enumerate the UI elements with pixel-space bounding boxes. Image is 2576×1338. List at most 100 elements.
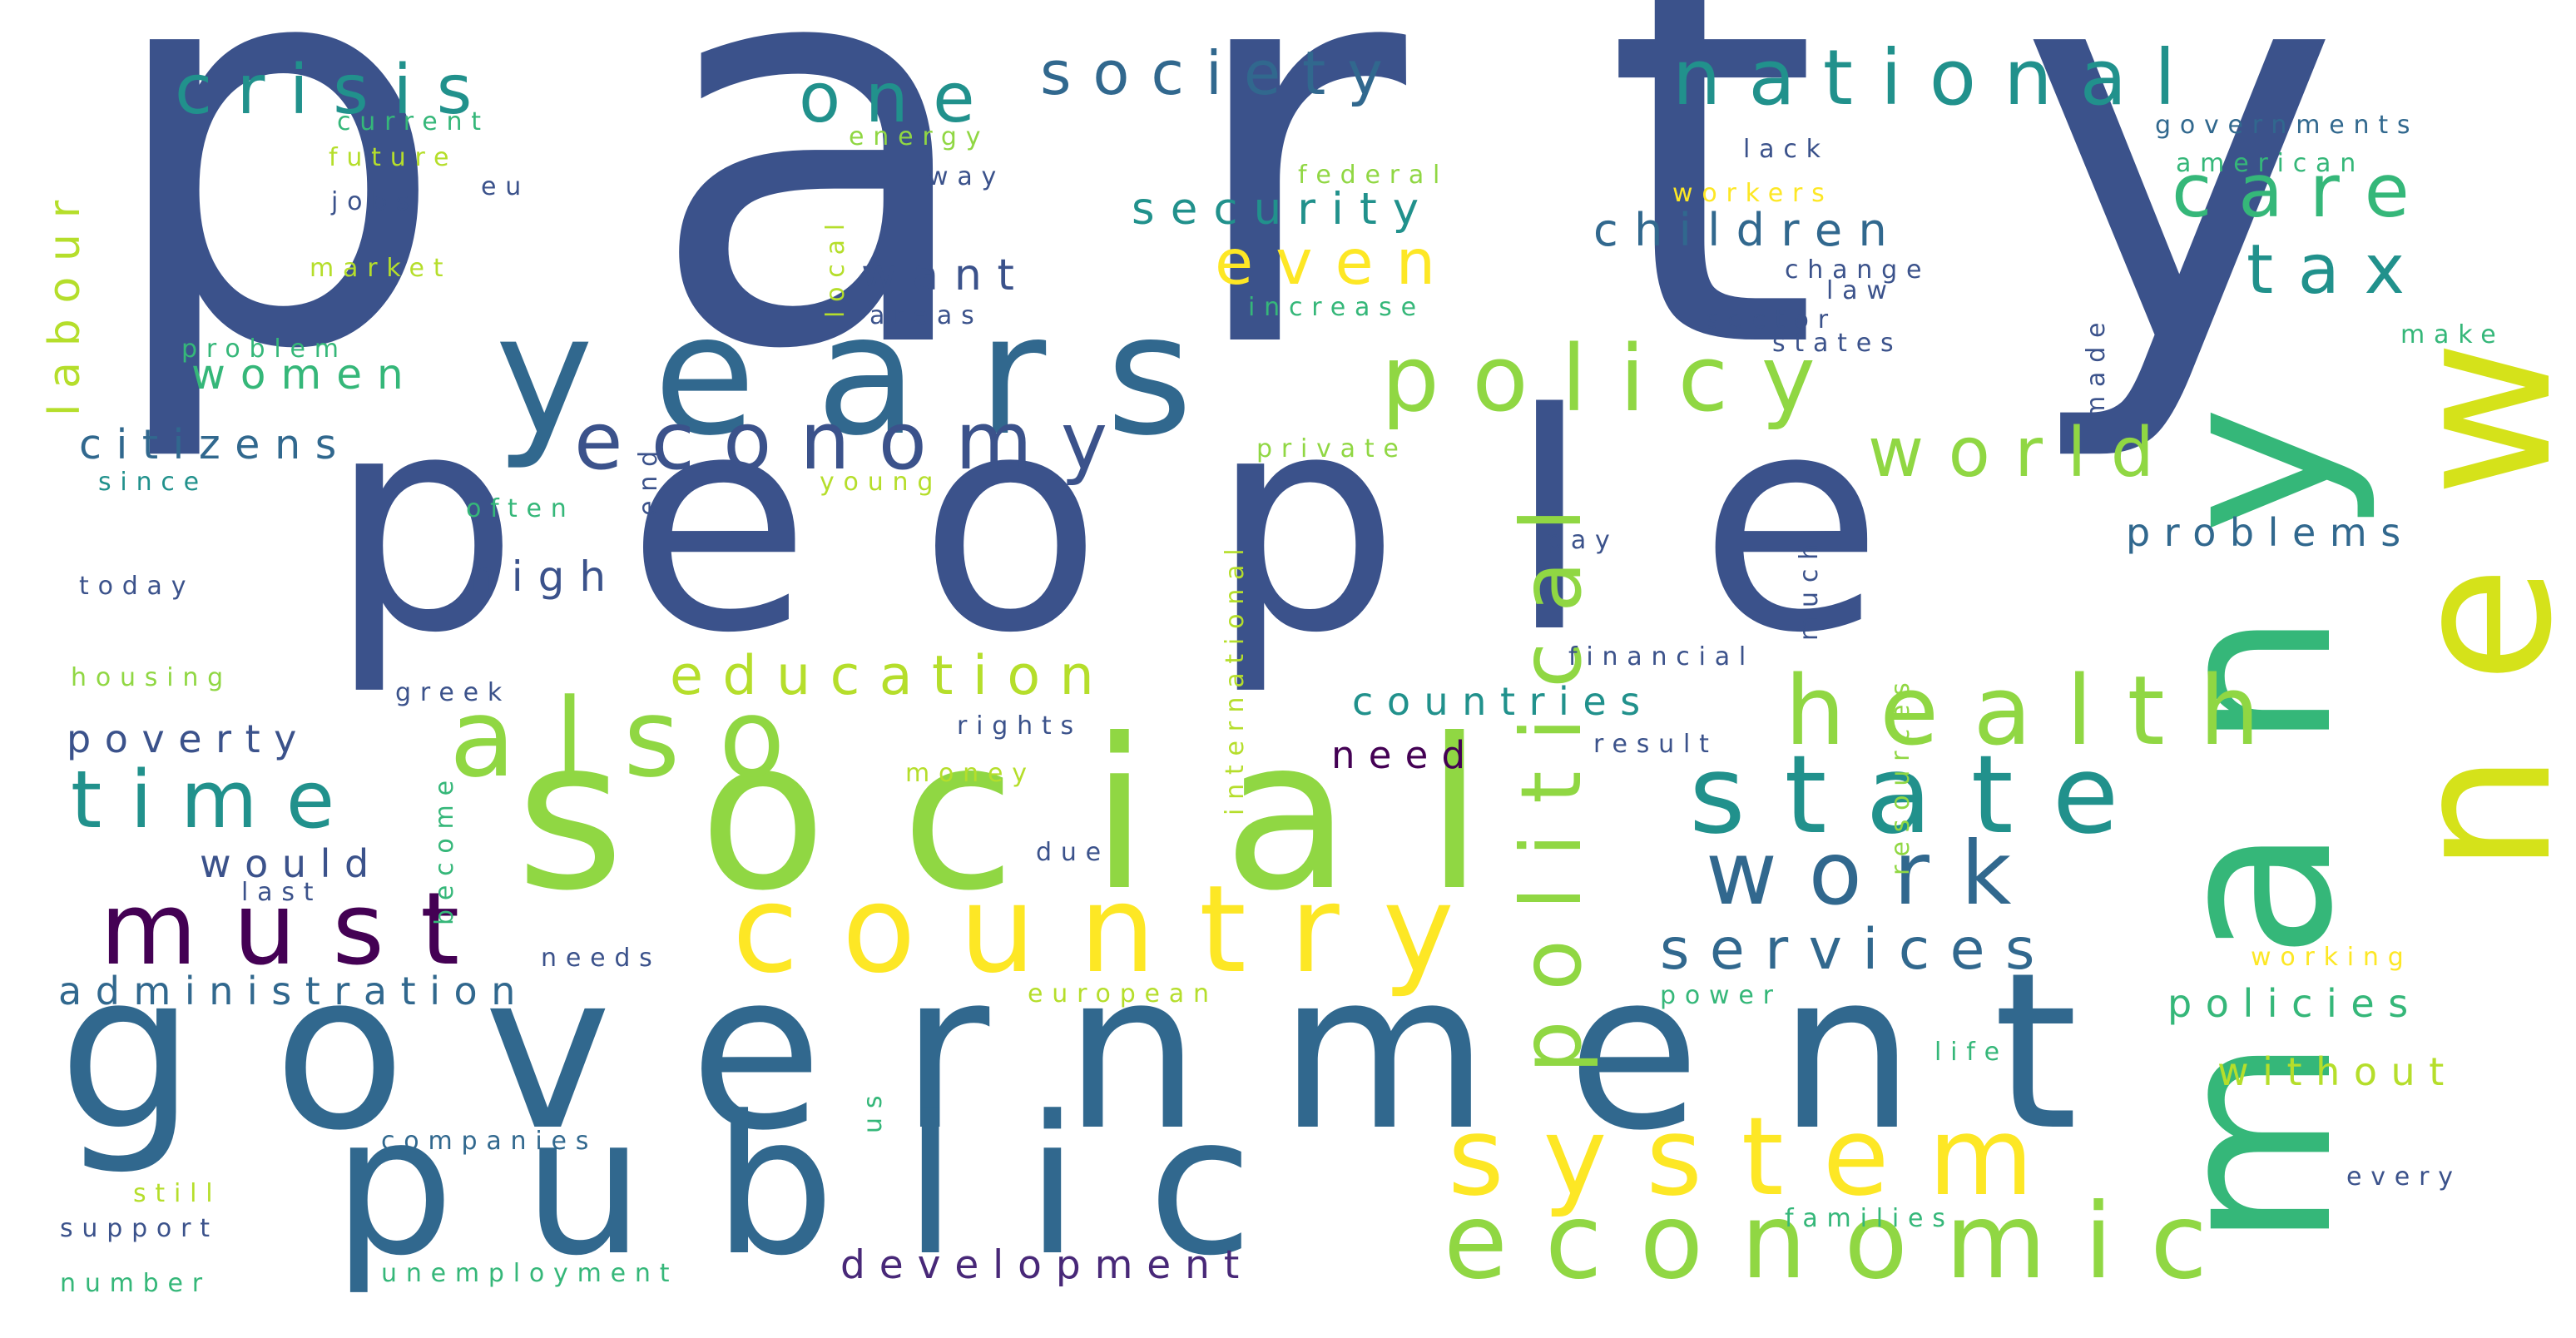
cloud-word-often: often — [466, 494, 576, 523]
cloud-word-power: power — [1660, 981, 1782, 1010]
cloud-word-states: states — [1772, 329, 1903, 358]
cloud-word-development: development — [840, 1242, 1254, 1288]
cloud-word-financial: financial — [1568, 642, 1756, 671]
cloud-word-policies: policies — [2167, 981, 2422, 1026]
cloud-word-poverty: poverty — [67, 716, 310, 761]
cloud-word-sector: sector — [1706, 305, 1837, 334]
cloud-word-international: international — [1221, 539, 1250, 815]
cloud-word-money: money — [905, 759, 1036, 788]
cloud-word-change: change — [1785, 255, 1931, 285]
cloud-word-workers: workers — [1672, 179, 1834, 208]
cloud-word-want: want — [861, 250, 1030, 300]
cloud-word-since: since — [98, 468, 208, 497]
cloud-word-private: private — [1256, 434, 1408, 463]
cloud-word-european: european — [1028, 979, 1218, 1008]
cloud-word-care: care — [2172, 148, 2436, 234]
cloud-word-increase: increase — [1248, 293, 1425, 322]
cloud-word-policy: policy — [1381, 325, 1849, 432]
cloud-word-administration: administration — [58, 969, 529, 1013]
cloud-word-current: current — [337, 107, 490, 136]
cloud-word-also: also — [449, 675, 825, 801]
cloud-word-young: young — [820, 468, 943, 497]
cloud-word-years: years — [495, 279, 1253, 473]
cloud-word-crisis: crisis — [175, 51, 497, 130]
cloud-word-lack: lack — [1743, 135, 1830, 164]
cloud-word-would: would — [200, 841, 383, 886]
cloud-word-energy: energy — [849, 122, 990, 151]
cloud-word-future: future — [329, 143, 458, 172]
cloud-word-countries: countries — [1352, 679, 1654, 724]
cloud-word-security: security — [1132, 184, 1435, 235]
cloud-word-work: work — [1706, 823, 2043, 924]
cloud-word-result: result — [1593, 730, 1718, 759]
cloud-word-country: country — [732, 860, 1498, 1000]
cloud-word-high: high — [470, 553, 622, 601]
cloud-word-public: public — [333, 1076, 1322, 1298]
cloud-word-people: people — [329, 349, 1991, 698]
cloud-word-citizens: citizens — [79, 421, 351, 468]
cloud-word-services: services — [1660, 917, 2055, 983]
cloud-word-last: last — [241, 878, 323, 907]
cloud-word-market: market — [310, 254, 453, 283]
cloud-word-local: local — [821, 215, 850, 318]
cloud-word-women: women — [191, 350, 419, 399]
cloud-word-without: without — [2217, 1049, 2458, 1094]
cloud-word-due: due — [1036, 838, 1110, 867]
cloud-word-number: number — [60, 1269, 211, 1298]
cloud-word-jobs: jobs — [331, 187, 419, 216]
cloud-word-political: political — [1503, 478, 1600, 1073]
cloud-word-companies: companies — [381, 1127, 598, 1156]
cloud-word-today: today — [79, 572, 196, 601]
cloud-word-end: end — [634, 442, 663, 516]
cloud-word-economic: economic — [1444, 1182, 2246, 1302]
cloud-word-rights: rights — [957, 711, 1082, 741]
cloud-word-labour: labour — [40, 185, 90, 416]
cloud-word-social: social — [516, 694, 1558, 936]
cloud-word-families: families — [1785, 1204, 1954, 1233]
cloud-word-health: health — [1785, 656, 2295, 767]
cloud-word-children: children — [1593, 204, 1904, 256]
cloud-word-education: education — [670, 645, 1114, 707]
cloud-word-need: need — [1331, 733, 1479, 777]
cloud-word-national: national — [1672, 33, 2203, 122]
cloud-word-us: us — [859, 1086, 888, 1133]
cloud-word-make: make — [2400, 320, 2505, 349]
cloud-word-problems: problems — [2126, 510, 2415, 555]
cloud-word-system: system — [1448, 1093, 2073, 1220]
cloud-word-society: society — [1040, 38, 1404, 108]
cloud-word-needs: needs — [541, 944, 661, 973]
cloud-word-federal: federal — [1298, 161, 1449, 190]
cloud-word-must: must — [100, 872, 496, 988]
cloud-word-life: life — [1934, 1038, 2009, 1067]
cloud-word-become: become — [430, 771, 459, 925]
cloud-word-american: american — [2176, 149, 2365, 178]
cloud-word-unemployment: unemployment — [381, 1259, 679, 1288]
cloud-word-made: made — [2082, 313, 2111, 420]
cloud-word-many: many — [2129, 328, 2380, 1248]
cloud-word-resources: resources — [1886, 673, 1915, 875]
cloud-word-economy: economy — [574, 396, 1137, 488]
cloud-word-pay: pay — [1546, 526, 1619, 555]
cloud-word-support: support — [60, 1214, 219, 1243]
cloud-word-party: party — [100, 0, 2540, 469]
cloud-word-government: government — [58, 927, 2157, 1178]
cloud-word-working: working — [2251, 943, 2413, 972]
cloud-word-governments: governments — [2155, 111, 2420, 140]
cloud-word-law: law — [1826, 276, 1896, 305]
cloud-word-state: state — [1689, 731, 2158, 858]
cloud-word-greek: greek — [395, 678, 512, 707]
cloud-word-time: time — [71, 755, 364, 846]
cloud-word-much: much — [1795, 535, 1824, 641]
cloud-word-even: even — [1215, 225, 1459, 299]
cloud-word-areas: areas — [869, 301, 983, 330]
cloud-word-still: still — [133, 1179, 222, 1208]
cloud-word-problem: problem — [181, 334, 348, 364]
cloud-word-every: every — [2346, 1162, 2462, 1192]
cloud-word-new: new — [2372, 271, 2576, 874]
cloud-word-housing: housing — [71, 663, 233, 692]
cloud-word-one: one — [799, 59, 1000, 138]
cloud-word-tax: tax — [2247, 230, 2430, 310]
cloud-word-way: way — [928, 162, 1006, 191]
cloud-word-world: world — [1868, 414, 2179, 493]
